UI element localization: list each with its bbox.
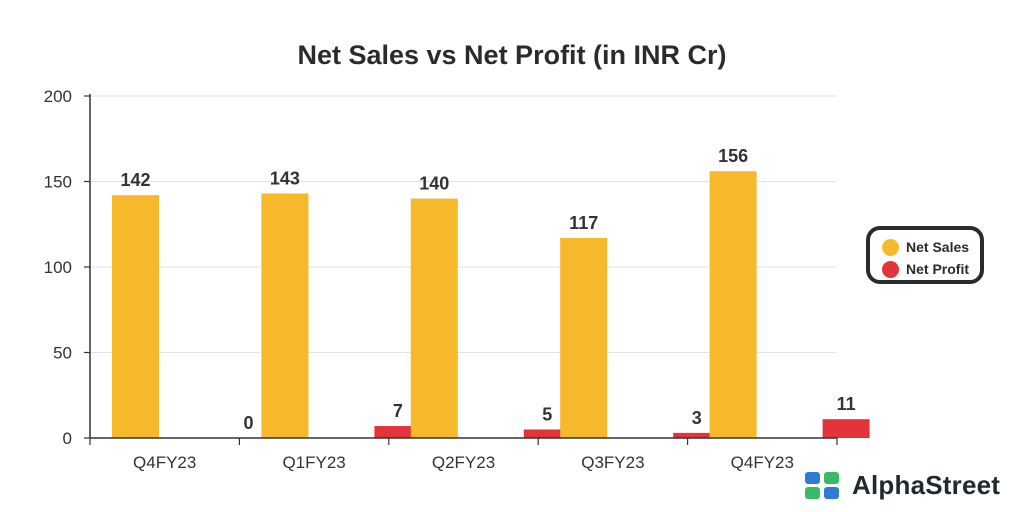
bar-net-sales-4 <box>709 171 757 439</box>
x-axis-ticks: Q4FY23 Q1FY23 Q2FY23 Q3FY23 Q4FY23 <box>89 438 838 472</box>
chart-title: Net Sales vs Net Profit (in INR Cr) <box>297 40 726 70</box>
y-tick-label: 100 <box>44 258 72 277</box>
bar-net-sales-3 <box>560 237 608 438</box>
bar-net-profit-3 <box>673 432 721 438</box>
data-label-net-profit-0: 0 <box>243 413 253 433</box>
bar-net-profit-1 <box>374 426 422 438</box>
brand: AlphaStreet <box>804 470 1000 501</box>
legend-label-net-sales: Net Sales <box>906 239 970 255</box>
bars <box>112 171 870 439</box>
data-label-net-profit-1: 7 <box>393 401 403 421</box>
legend-label-net-profit: Net Profit <box>906 261 969 277</box>
legend: Net Sales Net Profit <box>866 226 984 284</box>
data-label-net-profit-3: 3 <box>692 408 702 428</box>
legend-item-net-sales: Net Sales <box>882 236 980 258</box>
data-label-net-profit-4: 11 <box>837 394 856 414</box>
data-label-net-profit-2: 5 <box>542 404 552 424</box>
bar-net-sales-2 <box>410 198 458 438</box>
x-tick-label: Q2FY23 <box>432 453 495 472</box>
y-tick-label: 50 <box>53 344 72 363</box>
data-label-net-sales-2: 140 <box>419 174 449 194</box>
y-tick-label: 0 <box>63 429 72 448</box>
data-label-net-sales-0: 142 <box>120 170 150 190</box>
alphastreet-logo-icon <box>805 471 839 499</box>
data-labels: 142 0 143 7 140 5 117 3 156 11 <box>120 146 855 433</box>
y-tick-label: 200 <box>44 87 72 106</box>
y-tick-label: 150 <box>44 173 72 192</box>
x-tick-label: Q4FY23 <box>133 453 196 472</box>
y-axis-ticks: 0 50 100 150 200 <box>44 87 90 448</box>
x-tick-label: Q3FY23 <box>581 453 644 472</box>
data-label-net-sales-4: 156 <box>718 146 748 166</box>
x-tick-label: Q4FY23 <box>731 453 794 472</box>
data-label-net-sales-1: 143 <box>270 168 300 188</box>
legend-item-net-profit: Net Profit <box>882 258 980 280</box>
legend-swatch-net-profit <box>882 260 899 278</box>
brand-name: AlphaStreet <box>852 470 1001 500</box>
data-label-net-sales-3: 117 <box>569 213 598 233</box>
bar-net-profit-4 <box>822 419 870 438</box>
legend-swatch-net-sales <box>882 238 899 256</box>
bar-net-sales-0 <box>112 195 159 438</box>
x-tick-label: Q1FY23 <box>282 453 345 472</box>
bar-net-profit-2 <box>523 429 571 438</box>
bar-net-sales-1 <box>261 193 309 438</box>
